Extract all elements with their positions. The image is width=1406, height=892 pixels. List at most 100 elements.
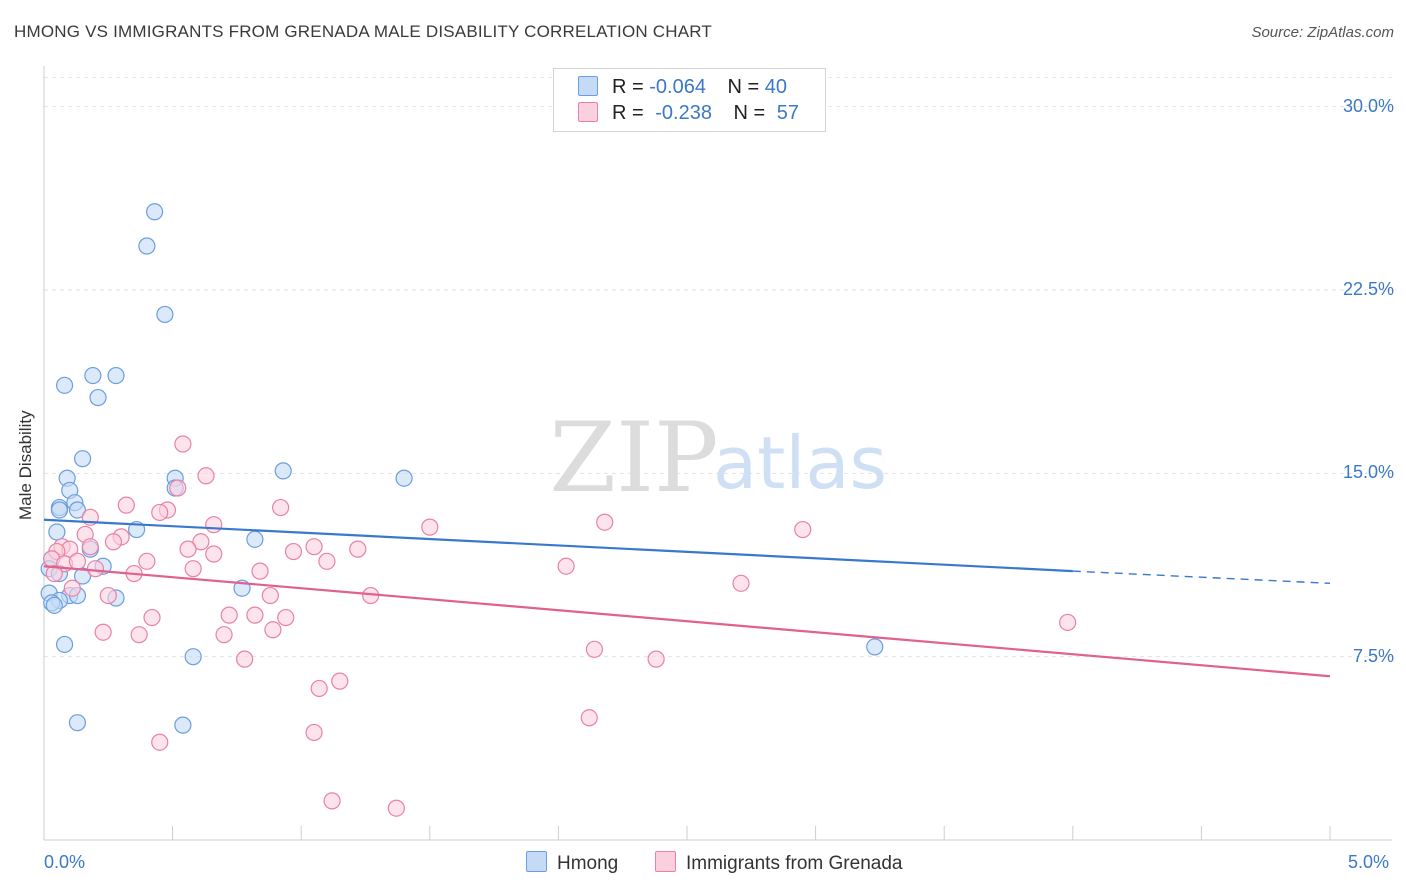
grenada-point — [310, 679, 328, 698]
legend-r-label: R = — [612, 102, 644, 124]
hmong-trend-extension — [1072, 570, 1331, 585]
hmong-point — [866, 638, 884, 656]
hmong-point — [50, 501, 69, 519]
hmong-point — [48, 523, 66, 541]
grenada-point — [557, 557, 575, 575]
legend-r-value-hmong: -0.064 — [649, 76, 706, 98]
grenada-point — [251, 562, 269, 580]
watermark-atlas: atlas — [713, 421, 887, 505]
y-tick-label: 15.0% — [1342, 462, 1394, 483]
hmong-point — [138, 237, 156, 255]
grenada-point — [421, 518, 439, 536]
legend-n-label: N = — [733, 102, 766, 124]
grenada-point — [318, 552, 336, 570]
bottom-legend-swatch-grenada — [655, 851, 676, 872]
hmong-point — [174, 716, 192, 734]
grenada-trend-line — [43, 565, 1331, 678]
chart-title: HMONG VS IMMIGRANTS FROM GRENADA MALE DI… — [14, 22, 713, 41]
grenada-point — [387, 799, 405, 817]
hmong-point — [145, 203, 164, 221]
grenada-point — [117, 496, 135, 514]
legend-r-value-grenada: -0.238 — [655, 102, 712, 124]
grenada-point — [284, 542, 303, 561]
grenada-point — [68, 552, 87, 570]
grenada-point — [151, 733, 169, 751]
hmong-point — [156, 305, 174, 324]
grenada-point — [130, 626, 148, 644]
bottom-legend-label-grenada: Immigrants from Grenada — [686, 853, 903, 874]
grenada-point — [45, 564, 63, 583]
source-credit: Source: ZipAtlas.com — [1251, 24, 1394, 41]
grenada-point — [323, 792, 341, 810]
grenada-point — [331, 672, 349, 690]
grenada-point — [151, 503, 169, 522]
grenada-point — [81, 538, 99, 556]
grenada-point — [205, 516, 223, 534]
grenada-point — [63, 579, 81, 597]
grenada-point — [596, 513, 614, 531]
grenada-point — [305, 723, 323, 742]
hmong-point — [55, 376, 74, 394]
hmong-point — [274, 462, 292, 480]
hmong-trend-line — [43, 518, 1073, 573]
hmong-point — [55, 635, 74, 654]
grenada-point — [215, 626, 233, 644]
grid-lines — [44, 76, 1392, 658]
grenada-point — [305, 538, 323, 556]
hmong-point — [107, 366, 125, 385]
legend-swatch-grenada — [578, 102, 598, 122]
grenada-point — [174, 435, 192, 453]
grenada-point — [179, 540, 197, 558]
hmong-point — [84, 366, 102, 385]
grenada-point — [197, 467, 215, 485]
y-tick-label: 7.5% — [1352, 645, 1394, 666]
legend-r-label: R = — [612, 76, 644, 98]
bottom-legend-label-hmong: Hmong — [557, 853, 619, 874]
hmong-point — [45, 596, 63, 614]
legend-n-value-hmong: 40 — [764, 76, 788, 98]
grenada-point — [184, 560, 202, 578]
bottom-legend-hmong: Hmong — [526, 851, 618, 875]
grenada-point — [272, 498, 290, 517]
legend-n-label: N = — [727, 76, 760, 98]
bottom-legend-swatch-hmong — [526, 851, 547, 872]
grenada-point — [1059, 613, 1077, 632]
watermark-zip: ZIP — [549, 402, 718, 514]
grenada-point — [585, 640, 604, 658]
grenada-point — [99, 586, 117, 605]
grenada-point — [86, 560, 105, 578]
trend-lines — [43, 518, 1331, 678]
grenada-point — [794, 520, 812, 539]
hmong-point — [68, 501, 87, 519]
grenada-point — [104, 533, 123, 551]
grenada-point — [94, 623, 112, 641]
legend-n-value-grenada: 57 — [776, 102, 800, 124]
legend-row-grenada: R = -0.238 N = 57 — [578, 102, 799, 128]
grenada-point — [349, 540, 367, 558]
grenada-point — [732, 574, 750, 592]
grenada-point — [236, 650, 254, 668]
legend-row-hmong: R = -0.064 N = 40 — [578, 76, 787, 102]
hmong-point — [89, 388, 107, 407]
y-tick-label: 22.5% — [1342, 279, 1394, 299]
bottom-legend-grenada: Immigrants from Grenada — [655, 851, 902, 875]
grenada-point — [647, 650, 665, 668]
grenada-point — [261, 586, 279, 605]
axes — [43, 66, 1392, 841]
grenada-point — [246, 606, 264, 624]
hmong-point — [73, 450, 92, 468]
y-tick-label: 30.0% — [1342, 95, 1394, 116]
grenada-point — [138, 552, 156, 570]
grenada-point — [169, 479, 187, 497]
grenada-point — [580, 709, 598, 727]
hmong-point — [246, 530, 264, 548]
legend-swatch-hmong — [578, 76, 598, 96]
y-axis-label: Male Disability — [16, 410, 35, 520]
hmong-point — [68, 714, 87, 732]
hmong-point — [395, 469, 413, 487]
correlation-legend: R = -0.064 N = 40 R = -0.238 N = 57 — [553, 68, 826, 132]
x-tick-label-min: 0.0% — [44, 852, 86, 872]
grenada-point — [205, 545, 223, 563]
watermark: ZIP atlas — [549, 402, 887, 514]
